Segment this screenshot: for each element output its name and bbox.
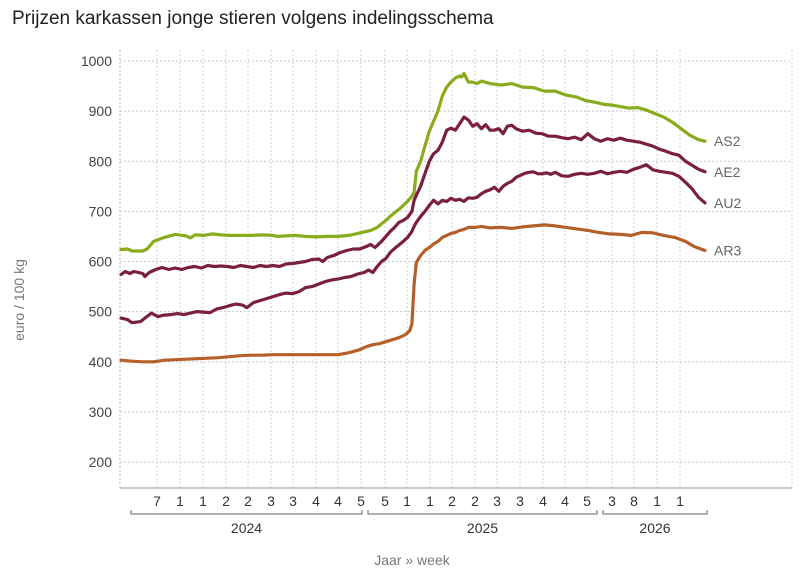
x-tick-label: 2 <box>471 493 479 509</box>
series-label-ae2: AE2 <box>714 164 741 180</box>
y-axis-label: euro / 100 kg <box>11 259 27 341</box>
y-tick-label: 300 <box>89 404 113 420</box>
x-tick-label: 5 <box>583 493 591 509</box>
series-label-au2: AU2 <box>714 195 741 211</box>
x-tick-label: 7 <box>153 493 161 509</box>
y-tick-label: 600 <box>89 254 113 270</box>
x-tick-label: 5 <box>381 493 389 509</box>
year-bracket <box>367 510 598 515</box>
x-tick-label: 4 <box>539 493 547 509</box>
series-line-ar3 <box>119 223 707 364</box>
x-tick-label: 4 <box>312 493 320 509</box>
x-tick-label: 4 <box>561 493 569 509</box>
chart-title: Prijzen karkassen jonge stieren volgens … <box>12 8 494 29</box>
year-bracket <box>130 510 363 515</box>
series-labels: AS2 AE2 AU2 AR3 <box>714 133 741 258</box>
series-lines <box>119 71 707 364</box>
x-tick-label: 2 <box>222 493 230 509</box>
x-tick-label: 1 <box>199 493 207 509</box>
y-tick-label: 200 <box>89 454 113 470</box>
year-label: 2025 <box>467 520 498 536</box>
x-tick-label: 1 <box>176 493 184 509</box>
series-line-ae2 <box>119 115 707 279</box>
series-line-au2 <box>119 163 707 325</box>
grid <box>119 50 793 488</box>
x-tick-label: 3 <box>289 493 297 509</box>
series-label-ar3: AR3 <box>714 242 741 258</box>
x-tick-label: 5 <box>357 493 365 509</box>
y-tick-label: 1000 <box>81 53 112 69</box>
x-tick-label: 4 <box>334 493 342 509</box>
y-tick-label: 900 <box>89 103 113 119</box>
y-tick-label: 700 <box>89 203 113 219</box>
x-tick-label: 2 <box>448 493 456 509</box>
y-axis: 200 300 400 500 600 700 800 900 1000 <box>81 53 112 470</box>
y-tick-label: 500 <box>89 304 113 320</box>
x-tick-label: 3 <box>493 493 501 509</box>
x-tick-label: 2 <box>244 493 252 509</box>
x-axis-label: Jaar » week <box>374 552 450 568</box>
series-line-as2 <box>119 71 707 253</box>
x-tick-label: 1 <box>426 493 434 509</box>
year-label: 2024 <box>231 520 262 536</box>
y-tick-label: 400 <box>89 354 113 370</box>
x-tick-label: 1 <box>676 493 684 509</box>
x-tick-label: 3 <box>608 493 616 509</box>
x-tick-label: 8 <box>630 493 638 509</box>
x-tick-label: 3 <box>516 493 524 509</box>
series-label-as2: AS2 <box>714 133 741 149</box>
x-tick-label: 1 <box>653 493 661 509</box>
x-tick-label: 3 <box>267 493 275 509</box>
x-tick-label: 1 <box>403 493 411 509</box>
y-tick-label: 800 <box>89 153 113 169</box>
year-bracket <box>602 510 708 515</box>
year-label: 2026 <box>639 520 670 536</box>
